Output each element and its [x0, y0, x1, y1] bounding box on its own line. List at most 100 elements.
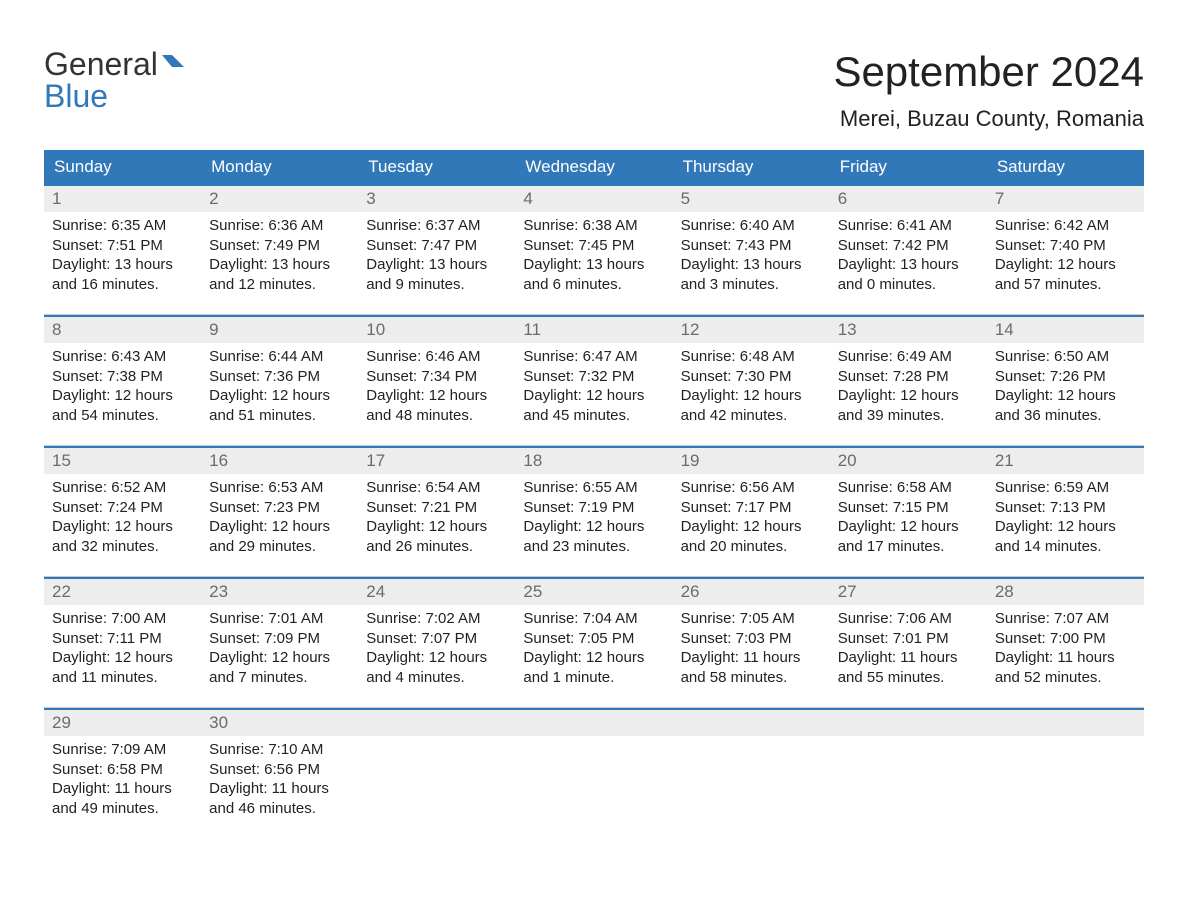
day-content: Sunrise: 6:52 AMSunset: 7:24 PMDaylight:…	[44, 478, 201, 556]
day-content: Sunrise: 6:41 AMSunset: 7:42 PMDaylight:…	[830, 216, 987, 294]
day-content: Sunrise: 7:04 AMSunset: 7:05 PMDaylight:…	[515, 609, 672, 687]
day-line-ss: Sunset: 7:01 PM	[838, 629, 979, 649]
day-line-ss: Sunset: 6:56 PM	[209, 760, 350, 780]
day-line-sr: Sunrise: 7:04 AM	[523, 609, 664, 629]
day-cell: 16Sunrise: 6:53 AMSunset: 7:23 PMDayligh…	[201, 448, 358, 576]
day-line-ss: Sunset: 7:30 PM	[681, 367, 822, 387]
day-cell: 20Sunrise: 6:58 AMSunset: 7:15 PMDayligh…	[830, 448, 987, 576]
day-line-d1: Daylight: 12 hours	[209, 386, 350, 406]
day-number: 24	[358, 579, 515, 605]
day-line-d1: Daylight: 12 hours	[366, 386, 507, 406]
week-row: 1Sunrise: 6:35 AMSunset: 7:51 PMDaylight…	[44, 184, 1144, 315]
day-line-d1: Daylight: 12 hours	[52, 517, 193, 537]
day-number: 11	[515, 317, 672, 343]
day-cell	[830, 710, 987, 838]
day-cell: 4 Sunrise: 6:38 AMSunset: 7:45 PMDaylight…	[515, 186, 672, 314]
day-line-d1: Daylight: 13 hours	[209, 255, 350, 275]
day-line-ss: Sunset: 7:19 PM	[523, 498, 664, 518]
day-line-d2: and 1 minute.	[523, 668, 664, 688]
day-content: Sunrise: 6:46 AMSunset: 7:34 PMDaylight:…	[358, 347, 515, 425]
day-line-sr: Sunrise: 6:42 AM	[995, 216, 1136, 236]
day-cell: 25Sunrise: 7:04 AMSunset: 7:05 PMDayligh…	[515, 579, 672, 707]
day-line-ss: Sunset: 7:11 PM	[52, 629, 193, 649]
day-line-sr: Sunrise: 7:01 AM	[209, 609, 350, 629]
day-number: 29	[44, 710, 201, 736]
day-line-sr: Sunrise: 6:38 AM	[523, 216, 664, 236]
dow-header-cell: Friday	[830, 150, 987, 184]
day-line-sr: Sunrise: 7:06 AM	[838, 609, 979, 629]
day-line-ss: Sunset: 6:58 PM	[52, 760, 193, 780]
day-line-ss: Sunset: 7:28 PM	[838, 367, 979, 387]
day-line-d2: and 52 minutes.	[995, 668, 1136, 688]
day-line-d2: and 54 minutes.	[52, 406, 193, 426]
day-content: Sunrise: 6:58 AMSunset: 7:15 PMDaylight:…	[830, 478, 987, 556]
day-line-d2: and 57 minutes.	[995, 275, 1136, 295]
dow-header-row: SundayMondayTuesdayWednesdayThursdayFrid…	[44, 150, 1144, 184]
day-line-ss: Sunset: 7:32 PM	[523, 367, 664, 387]
day-line-sr: Sunrise: 6:40 AM	[681, 216, 822, 236]
day-cell: 24Sunrise: 7:02 AMSunset: 7:07 PMDayligh…	[358, 579, 515, 707]
day-number: 17	[358, 448, 515, 474]
day-number: 15	[44, 448, 201, 474]
day-number: 13	[830, 317, 987, 343]
day-number: 19	[673, 448, 830, 474]
day-line-sr: Sunrise: 6:53 AM	[209, 478, 350, 498]
day-line-ss: Sunset: 7:42 PM	[838, 236, 979, 256]
day-cell: 7 Sunrise: 6:42 AMSunset: 7:40 PMDaylight…	[987, 186, 1144, 314]
day-line-ss: Sunset: 7:26 PM	[995, 367, 1136, 387]
day-content: Sunrise: 6:40 AMSunset: 7:43 PMDaylight:…	[673, 216, 830, 294]
day-cell	[358, 710, 515, 838]
dow-header-cell: Saturday	[987, 150, 1144, 184]
day-number: 4	[515, 186, 672, 212]
day-cell: 5Sunrise: 6:40 AMSunset: 7:43 PMDaylight…	[673, 186, 830, 314]
day-number: 26	[673, 579, 830, 605]
day-line-d1: Daylight: 12 hours	[52, 648, 193, 668]
day-line-d2: and 16 minutes.	[52, 275, 193, 295]
header: General Blue September 2024 Merei, Buzau…	[44, 48, 1144, 146]
day-number	[830, 710, 987, 736]
day-line-d2: and 42 minutes.	[681, 406, 822, 426]
day-line-d1: Daylight: 11 hours	[995, 648, 1136, 668]
day-cell: 9Sunrise: 6:44 AMSunset: 7:36 PMDaylight…	[201, 317, 358, 445]
day-line-ss: Sunset: 7:40 PM	[995, 236, 1136, 256]
day-number: 8	[44, 317, 201, 343]
day-cell: 29Sunrise: 7:09 AMSunset: 6:58 PMDayligh…	[44, 710, 201, 838]
day-number: 12	[673, 317, 830, 343]
day-content: Sunrise: 6:43 AMSunset: 7:38 PMDaylight:…	[44, 347, 201, 425]
day-line-ss: Sunset: 7:34 PM	[366, 367, 507, 387]
day-line-d1: Daylight: 13 hours	[366, 255, 507, 275]
day-number: 16	[201, 448, 358, 474]
day-number: 27	[830, 579, 987, 605]
dow-header-cell: Tuesday	[358, 150, 515, 184]
day-number: 7	[987, 186, 1144, 212]
day-content: Sunrise: 6:47 AMSunset: 7:32 PMDaylight:…	[515, 347, 672, 425]
day-line-sr: Sunrise: 6:41 AM	[838, 216, 979, 236]
day-content: Sunrise: 6:49 AMSunset: 7:28 PMDaylight:…	[830, 347, 987, 425]
day-line-sr: Sunrise: 7:00 AM	[52, 609, 193, 629]
day-line-d1: Daylight: 12 hours	[995, 255, 1136, 275]
day-line-d2: and 48 minutes.	[366, 406, 507, 426]
day-cell: 10Sunrise: 6:46 AMSunset: 7:34 PMDayligh…	[358, 317, 515, 445]
day-line-ss: Sunset: 7:51 PM	[52, 236, 193, 256]
day-line-d1: Daylight: 11 hours	[681, 648, 822, 668]
day-line-ss: Sunset: 7:03 PM	[681, 629, 822, 649]
day-line-ss: Sunset: 7:13 PM	[995, 498, 1136, 518]
day-content: Sunrise: 7:07 AMSunset: 7:00 PMDaylight:…	[987, 609, 1144, 687]
day-line-d1: Daylight: 13 hours	[52, 255, 193, 275]
day-line-d2: and 46 minutes.	[209, 799, 350, 819]
day-line-ss: Sunset: 7:00 PM	[995, 629, 1136, 649]
day-content: Sunrise: 6:44 AMSunset: 7:36 PMDaylight:…	[201, 347, 358, 425]
day-line-d2: and 26 minutes.	[366, 537, 507, 557]
day-line-d2: and 23 minutes.	[523, 537, 664, 557]
day-line-d1: Daylight: 13 hours	[838, 255, 979, 275]
day-content: Sunrise: 6:59 AMSunset: 7:13 PMDaylight:…	[987, 478, 1144, 556]
day-line-ss: Sunset: 7:45 PM	[523, 236, 664, 256]
day-content: Sunrise: 6:38 AMSunset: 7:45 PMDaylight:…	[515, 216, 672, 294]
week-row: 8 Sunrise: 6:43 AMSunset: 7:38 PMDaylight…	[44, 315, 1144, 446]
day-cell: 6Sunrise: 6:41 AMSunset: 7:42 PMDaylight…	[830, 186, 987, 314]
day-line-d1: Daylight: 12 hours	[995, 517, 1136, 537]
logo-flag-icon	[162, 46, 190, 82]
day-line-d1: Daylight: 12 hours	[52, 386, 193, 406]
day-line-ss: Sunset: 7:17 PM	[681, 498, 822, 518]
day-cell: 19Sunrise: 6:56 AMSunset: 7:17 PMDayligh…	[673, 448, 830, 576]
